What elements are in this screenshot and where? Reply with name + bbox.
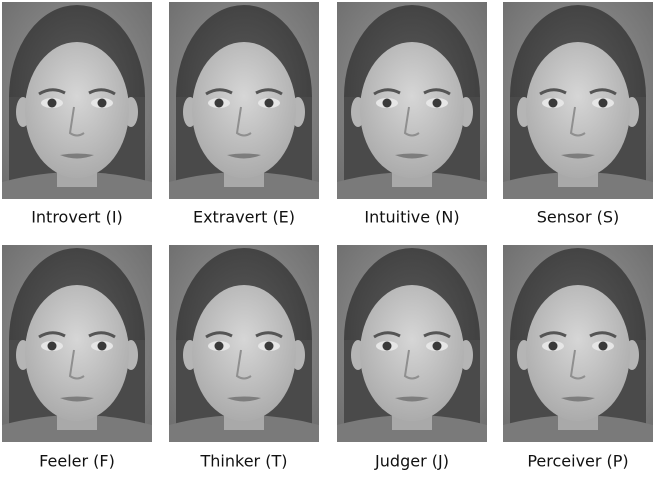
brow xyxy=(373,331,401,339)
nose xyxy=(403,106,420,137)
mouth xyxy=(395,153,429,159)
brow xyxy=(589,331,617,339)
face xyxy=(25,42,129,178)
iris xyxy=(214,341,224,351)
mouth xyxy=(227,153,261,159)
iris xyxy=(548,341,558,351)
brow xyxy=(423,331,451,339)
iris xyxy=(598,341,608,351)
iris xyxy=(548,98,558,108)
face-label: Extravert (E) xyxy=(193,208,295,227)
iris xyxy=(214,98,224,108)
nose xyxy=(68,106,85,137)
face xyxy=(526,42,630,178)
brow xyxy=(38,331,66,339)
iris xyxy=(432,98,442,108)
face xyxy=(360,285,464,421)
brow xyxy=(423,88,451,96)
iris xyxy=(382,341,392,351)
face-panel: Perceiver (P) xyxy=(503,245,653,471)
nose xyxy=(569,106,586,137)
face-panel: Feeler (F) xyxy=(2,245,152,471)
face-label: Sensor (S) xyxy=(537,208,620,227)
face-label: Judger (J) xyxy=(374,452,449,471)
face-panel: Extravert (E) xyxy=(169,2,319,227)
nose xyxy=(235,106,252,137)
face-label: Introvert (I) xyxy=(31,208,123,227)
brow xyxy=(88,331,116,339)
face-label: Feeler (F) xyxy=(39,452,115,471)
brow xyxy=(539,331,567,339)
nose xyxy=(235,349,252,380)
brow xyxy=(539,88,567,96)
iris xyxy=(598,98,608,108)
iris xyxy=(97,341,107,351)
face xyxy=(192,42,296,178)
nose xyxy=(569,349,586,380)
brow xyxy=(205,331,233,339)
iris xyxy=(264,98,274,108)
iris xyxy=(47,341,57,351)
mouth xyxy=(561,153,595,159)
face xyxy=(360,42,464,178)
brow xyxy=(255,331,283,339)
nose xyxy=(403,349,420,380)
face xyxy=(25,285,129,421)
face-label: Intuitive (N) xyxy=(364,208,459,227)
iris xyxy=(432,341,442,351)
mouth xyxy=(60,153,94,159)
face-panel: Judger (J) xyxy=(337,245,487,471)
brow xyxy=(88,88,116,96)
face xyxy=(526,285,630,421)
mouth xyxy=(561,396,595,402)
face-label: Thinker (T) xyxy=(200,452,288,471)
brow xyxy=(589,88,617,96)
iris xyxy=(264,341,274,351)
mouth xyxy=(395,396,429,402)
face-panel: Introvert (I) xyxy=(2,2,152,227)
brow xyxy=(205,88,233,96)
brow xyxy=(255,88,283,96)
mouth xyxy=(227,396,261,402)
brow xyxy=(373,88,401,96)
nose xyxy=(68,349,85,380)
face-panel: Sensor (S) xyxy=(503,2,653,227)
face-panel: Intuitive (N) xyxy=(337,2,487,227)
iris xyxy=(382,98,392,108)
iris xyxy=(97,98,107,108)
face-panel: Thinker (T) xyxy=(169,245,319,471)
face-label: Perceiver (P) xyxy=(527,452,628,471)
mouth xyxy=(60,396,94,402)
iris xyxy=(47,98,57,108)
brow xyxy=(38,88,66,96)
face xyxy=(192,285,296,421)
